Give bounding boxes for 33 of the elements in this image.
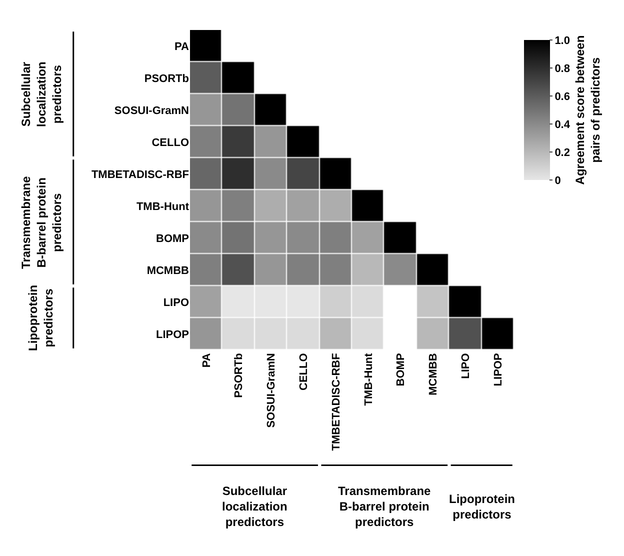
x-tick-label: LIPOP <box>492 353 504 386</box>
color-bar-label: 1.0 <box>554 34 570 47</box>
x-tick-label: SOSUI-GramN <box>266 353 278 428</box>
y-tick-label: LIPO <box>163 296 190 309</box>
y-tick-label: PSORTb <box>144 72 190 85</box>
y-tick-label: LIPOP <box>156 328 189 341</box>
text: Transmembrane B-barrel protein predictors <box>18 176 64 269</box>
y-tick-label: TMB-Hunt <box>136 200 190 213</box>
color-bar-title: Agreement score between pairs of predictors <box>572 35 602 185</box>
text: Lipoprotein predictors <box>26 284 56 351</box>
y-tick-label: CELLO <box>152 136 190 149</box>
color-bar-label: 0.6 <box>554 90 570 103</box>
color-bar-label: 0.4 <box>554 118 571 131</box>
y-tick-label: SOSUI-GramN <box>114 104 190 117</box>
color-bar-label: 0.2 <box>554 146 570 159</box>
x-tick-label: LIPO <box>460 352 472 379</box>
y-tick-label: TMBETADISC-RBF <box>91 168 190 181</box>
x-tick-label: PA <box>200 353 213 368</box>
text: Lipoprotein predictors <box>449 492 515 522</box>
x-tick-label: MCMBB <box>428 353 440 396</box>
x-tick-label: BOMP <box>395 353 408 386</box>
text: Subcellular localization predictors <box>18 62 64 127</box>
y-tick-label: PA <box>174 40 190 53</box>
y-tick-label: BOMP <box>156 232 189 245</box>
x-tick-label: TMB-Hunt <box>362 352 375 406</box>
x-tick-label: CELLO <box>298 352 310 390</box>
y-tick-label: MCMBB <box>146 264 190 277</box>
color-bar-label: 0 <box>554 174 561 187</box>
x-tick-label: TMBETADISC-RBF <box>330 352 342 451</box>
text: Subcellular localization predictors <box>222 484 288 530</box>
color-bar-label: 0.8 <box>554 62 570 75</box>
text: Transmembrane B-barrel protein predictors <box>338 484 432 530</box>
x-tick-label: PSORTb <box>233 352 246 398</box>
